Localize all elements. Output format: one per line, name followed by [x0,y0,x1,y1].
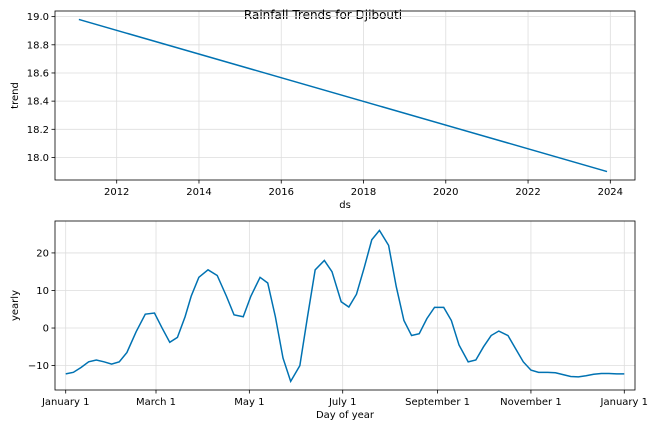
trend-ytick-label: 18.0 [27,153,49,164]
yearly-x-axis-label: Day of year [316,410,375,421]
trend-xtick-label: 2020 [433,187,458,198]
trend-xtick-label: 2022 [515,187,540,198]
trend-line [78,18,608,173]
yearly-xtick-label: July 1 [328,397,357,408]
trend-xtick-label: 2018 [351,187,376,198]
yearly-xtick-label: March 1 [136,397,176,408]
trend-xtick-label: 2014 [186,187,211,198]
trend-axes-frame [54,10,636,181]
yearly-panel: January 1 March 1 May 1 July 1 September 1 No… [10,220,648,421]
yearly-xtick-label: January 1 [41,397,89,408]
yearly-grid [55,221,635,390]
trend-ytick-label: 19.0 [27,12,49,23]
yearly-ytick-label: 0 [43,324,49,335]
trend-ytick-label: 18.8 [27,40,49,51]
trend-ytick-label: 18.2 [27,125,49,136]
figure-title: Rainfall Trends for Djibouti [244,8,402,22]
yearly-xtick-label: January 1 [600,397,648,408]
yearly-ytick-label: −10 [28,361,49,372]
trend-ytick-label: 18.4 [27,97,49,108]
trend-y-axis-label: trend [10,82,21,109]
yearly-xtick-label: May 1 [234,397,264,408]
yearly-ytick-label: 20 [36,248,49,259]
yearly-axes-frame [54,220,636,391]
yearly-ytick-label: 10 [36,286,49,297]
yearly-xtick-label: September 1 [405,397,470,408]
trend-ticks: 2012 2014 2016 2018 2020 2022 2024 18.0 18.2 18.4… [27,12,623,198]
yearly-xtick-label: November 1 [500,397,562,408]
trend-ytick-label: 18.6 [27,68,49,79]
trend-grid [55,11,635,180]
trend-xtick-label: 2012 [104,187,129,198]
yearly-line [65,229,625,384]
trend-x-axis-label: ds [339,200,351,211]
trend-xtick-label: 2024 [598,187,623,198]
trend-xtick-label: 2016 [269,187,294,198]
yearly-y-axis-label: yearly [10,290,21,321]
yearly-ticks: January 1 March 1 May 1 July 1 September 1 No… [28,248,648,408]
trend-panel: 2012 2014 2016 2018 2020 2022 2024 18.0 18.2 18.4… [10,10,636,211]
